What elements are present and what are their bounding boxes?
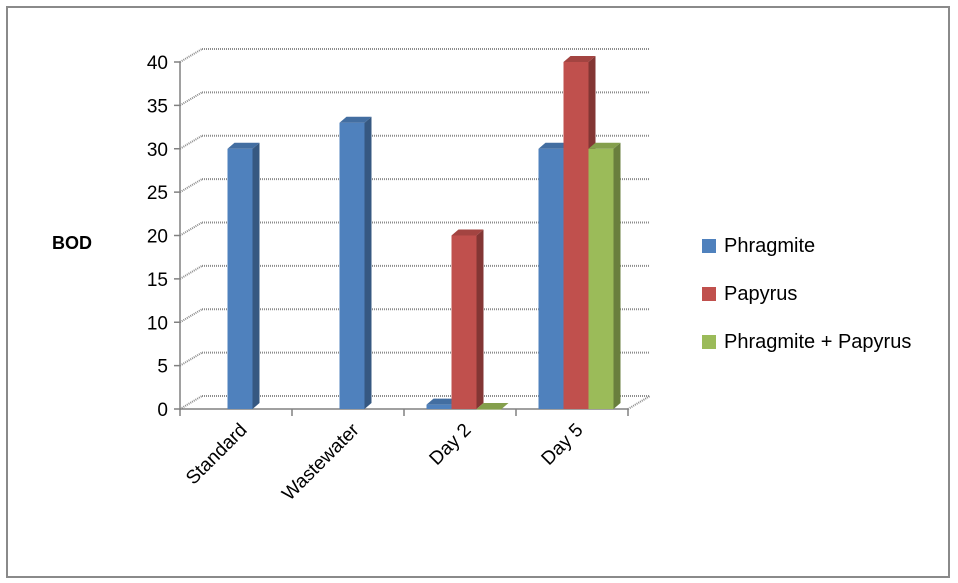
- y-tick-label: 15: [147, 270, 168, 291]
- y-tick-label: 5: [157, 357, 168, 378]
- bar-side: [252, 142, 260, 409]
- bar-side: [364, 116, 372, 409]
- bar-side: [613, 142, 621, 409]
- y-tick-label: 10: [147, 313, 168, 334]
- bar-day-2-papyrus: [451, 229, 484, 409]
- gridline-side: [179, 265, 203, 280]
- y-tick-label: 25: [147, 183, 168, 204]
- gridline-side: [179, 91, 203, 107]
- plot-area: 0 5 10 15 20 25 30 35 40 Standard Wastewater Day 2 D…: [52, 48, 651, 505]
- y-tick-label: 40: [147, 53, 168, 74]
- bar-top: [227, 142, 260, 149]
- floor-edge: [627, 395, 651, 410]
- x-tick-label: Day 5: [538, 420, 588, 470]
- bar-standard-phragmite: [227, 142, 260, 409]
- bar-top: [563, 56, 596, 62]
- legend-item: Phragmite: [702, 234, 911, 258]
- bar-top: [476, 403, 509, 409]
- gridline-side: [179, 178, 203, 193]
- y-axis-label: BOD: [52, 233, 92, 253]
- y-tick-label: 20: [147, 227, 168, 248]
- gridline-side: [179, 308, 203, 324]
- x-tick-label: Standard: [182, 420, 251, 489]
- x-tick-label: Day 2: [426, 420, 476, 470]
- chart-frame: 0 5 10 15 20 25 30 35 40 Standard Wastewater Day 2 D…: [6, 6, 950, 578]
- bar-side: [476, 229, 484, 409]
- bar-front: [227, 148, 253, 409]
- legend-swatch: [702, 335, 716, 349]
- bar-top: [588, 142, 621, 149]
- bar-front: [451, 235, 477, 409]
- bar-wastewater-phragmite: [339, 116, 372, 409]
- gridline-side: [179, 48, 203, 63]
- legend-item: Papyrus: [702, 282, 911, 306]
- y-tick-label: 30: [147, 140, 168, 161]
- bar-top: [426, 398, 459, 405]
- bar-top: [538, 142, 571, 149]
- bar-front: [563, 62, 589, 409]
- legend-label: Papyrus: [724, 282, 798, 305]
- bar-day-5-phragmite-papyrus: [588, 142, 621, 409]
- gridline-side: [179, 351, 203, 367]
- bar-top: [451, 229, 484, 236]
- bar-front: [426, 404, 452, 409]
- y-tick-label: 0: [157, 400, 168, 421]
- gridline-side: [179, 395, 203, 410]
- legend-item: Phragmite + Papyrus: [702, 330, 911, 354]
- bar-front: [538, 148, 564, 409]
- legend-label: Phragmite + Papyrus: [724, 330, 912, 353]
- bar-front: [588, 148, 614, 409]
- gridline-side: [179, 221, 203, 237]
- gridlines: [179, 48, 651, 410]
- legend-swatch: [702, 239, 716, 253]
- y-tick-label: 35: [147, 96, 168, 117]
- bars: [227, 56, 621, 410]
- legend-label: Phragmite: [724, 234, 816, 257]
- bar-front: [476, 409, 502, 410]
- legend: Phragmite Papyrus Phragmite + Papyrus: [702, 234, 911, 378]
- gridline-side: [179, 134, 203, 150]
- legend-swatch: [702, 287, 716, 301]
- bar-day-2-phragmite-papyrus: [476, 403, 509, 410]
- x-tick-label: Wastewater: [278, 419, 364, 505]
- bar-front: [339, 122, 365, 409]
- bar-top: [339, 116, 372, 123]
